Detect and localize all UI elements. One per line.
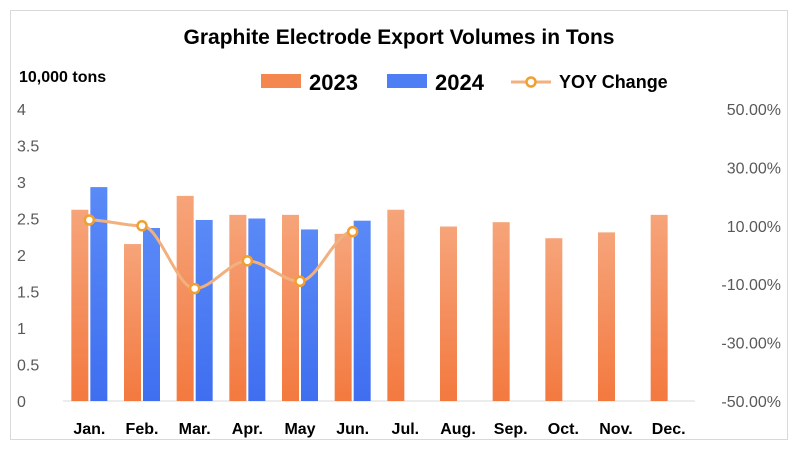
chart: Graphite Electrode Export Volumes in Ton… bbox=[17, 26, 781, 438]
y2-tick-label: -10.00% bbox=[721, 277, 781, 294]
bar-2024-mar bbox=[195, 219, 213, 401]
yoy-line-series bbox=[83, 214, 359, 295]
bar-2023-may bbox=[282, 214, 299, 401]
bar-2023-jan bbox=[71, 209, 89, 401]
yoy-point-feb bbox=[136, 220, 148, 232]
yoy-point-jan bbox=[83, 214, 96, 226]
legend-label-2024: 2024 bbox=[435, 70, 485, 95]
bar-2023-jun bbox=[334, 233, 352, 401]
chart-title: Graphite Electrode Export Volumes in Ton… bbox=[184, 26, 615, 49]
bar-2023-feb bbox=[124, 244, 141, 401]
y2-tick-label: 30.00% bbox=[727, 160, 781, 177]
bar-2024-may bbox=[301, 229, 318, 401]
y-axis-ticks: 0 0.5 1 1.5 2 2.5 3 3.5 4 bbox=[17, 102, 39, 411]
bars bbox=[71, 187, 668, 401]
bar-2023-sep bbox=[492, 222, 510, 401]
bar-2024-feb bbox=[143, 227, 160, 401]
legend-label-yoy: YOY Change bbox=[559, 72, 668, 92]
y-tick-label: 3 bbox=[17, 175, 26, 192]
legend-swatch-2024 bbox=[387, 74, 427, 88]
bar-2023-apr bbox=[229, 214, 247, 401]
y2-tick-label: -30.00% bbox=[721, 336, 781, 353]
y-tick-label: 3.5 bbox=[17, 139, 39, 156]
y-axis-unit-label: 10,000 tons bbox=[19, 69, 106, 86]
chart-frame: Graphite Electrode Export Volumes in Ton… bbox=[10, 10, 788, 440]
legend: 2023 2024 YOY Change bbox=[261, 70, 668, 95]
y-tick-label: 1.5 bbox=[17, 285, 39, 302]
x-tick-label: Jul. bbox=[392, 421, 420, 438]
x-tick-label: Apr. bbox=[232, 421, 263, 438]
x-axis-ticks: Jan. Feb. Mar. Apr. May Jun. Jul. Aug. Sep. Oct. N… bbox=[73, 421, 685, 438]
y-tick-label: 4 bbox=[17, 102, 26, 119]
yoy-point-jun bbox=[346, 225, 359, 238]
bar-2023-oct bbox=[545, 238, 563, 401]
y-tick-label: 0.5 bbox=[17, 358, 39, 375]
x-tick-label: Oct. bbox=[548, 421, 579, 438]
bar-2023-aug bbox=[440, 226, 457, 401]
y-tick-label: 1 bbox=[17, 321, 26, 338]
legend-label-2023: 2023 bbox=[309, 70, 358, 95]
bar-2024-jan bbox=[90, 187, 108, 401]
bar-2023-dec bbox=[650, 214, 668, 401]
yoy-point-mar bbox=[188, 282, 201, 295]
y2-tick-label: -50.00% bbox=[721, 394, 781, 411]
bar-2024-apr bbox=[248, 218, 266, 401]
y2-axis-ticks: -50.00% -30.00% -10.00% 10.00% 30.00% 50.00% bbox=[721, 102, 781, 411]
legend-swatch-2023 bbox=[261, 74, 301, 88]
bar-2024-jun bbox=[353, 220, 371, 401]
y2-tick-label: 10.00% bbox=[727, 219, 781, 236]
x-tick-label: Sep. bbox=[494, 421, 528, 438]
yoy-point-apr bbox=[241, 255, 254, 267]
yoy-point-may bbox=[294, 275, 306, 288]
bar-2023-nov bbox=[598, 232, 615, 401]
x-tick-label: Aug. bbox=[440, 421, 476, 438]
x-tick-label: Jan. bbox=[73, 421, 105, 438]
x-tick-label: Nov. bbox=[599, 421, 632, 438]
x-tick-label: May bbox=[284, 421, 315, 438]
y-tick-label: 2 bbox=[17, 248, 26, 265]
bar-2023-mar bbox=[176, 195, 194, 401]
y-tick-label: 0 bbox=[17, 394, 26, 411]
legend-swatch-yoy-marker bbox=[525, 76, 537, 88]
y-tick-label: 2.5 bbox=[17, 212, 39, 229]
x-tick-label: Feb. bbox=[126, 421, 159, 438]
x-tick-label: Dec. bbox=[652, 421, 686, 438]
x-tick-label: Jun. bbox=[336, 421, 369, 438]
bar-2023-jul bbox=[387, 209, 405, 401]
x-tick-label: Mar. bbox=[179, 421, 211, 438]
y2-tick-label: 50.00% bbox=[727, 102, 781, 119]
